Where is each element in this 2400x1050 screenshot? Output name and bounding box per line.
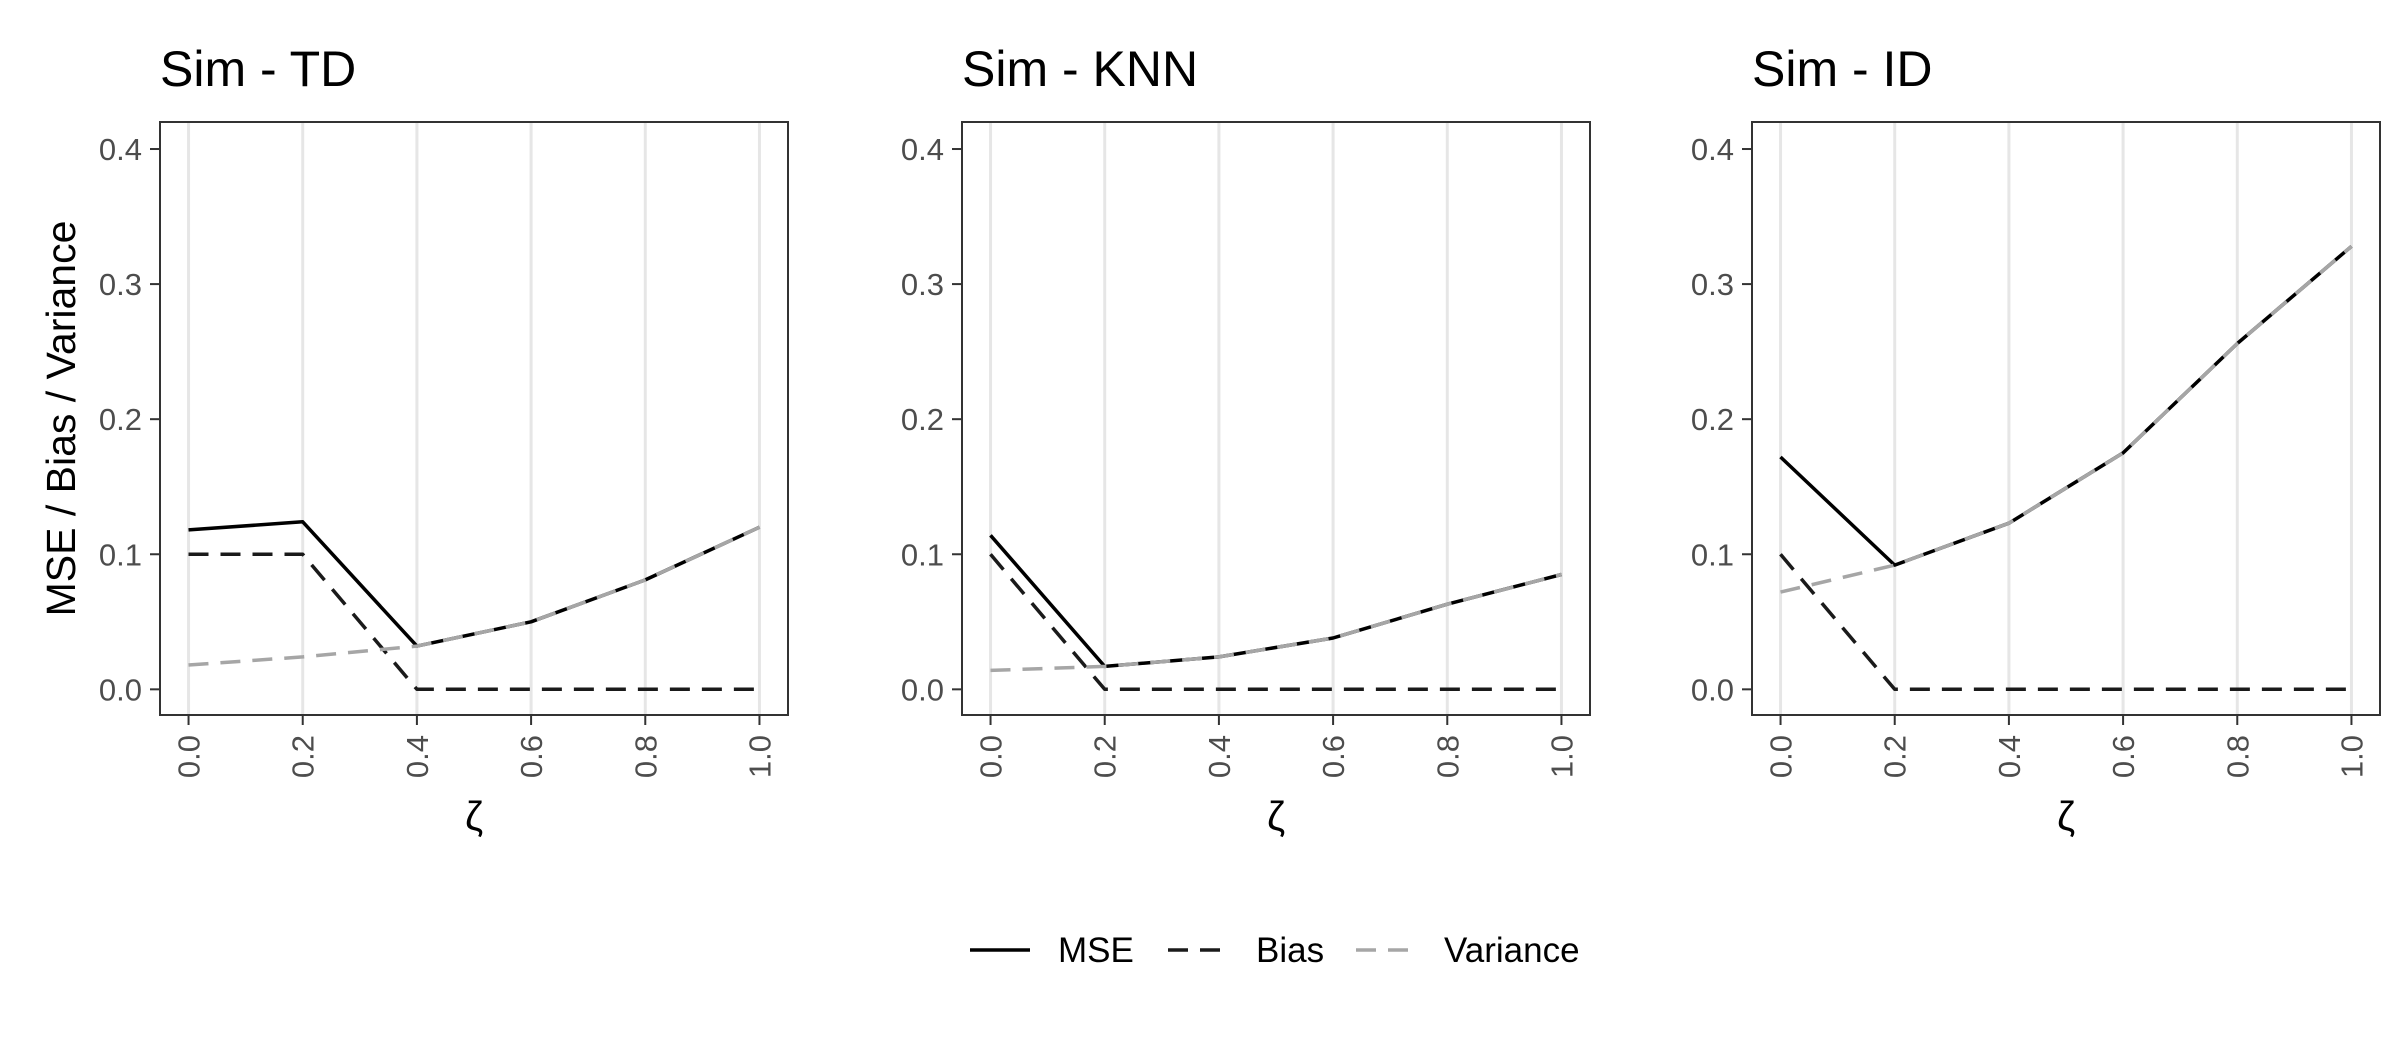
series-line-mse (989, 534, 1562, 669)
legend-label: Variance (1444, 931, 1580, 970)
x-tick-label: 0.0 (1764, 735, 1799, 778)
chart-panels: Sim - TD 0.0 0.1 0.2 0.3 0.4 0.0 0.2 0.4 0.6 0.8 1.… (38, 41, 2381, 839)
x-tick-label: 0.8 (628, 735, 663, 778)
x-tick-label: 0.2 (1088, 735, 1123, 778)
x-tick-label: 0.2 (1878, 735, 1913, 778)
series-line-mse (188, 520, 761, 648)
x-axis-title: ζ (2057, 793, 2075, 839)
x-tick-label: 1.0 (1544, 735, 1579, 778)
legend-item-bias: Bias (1168, 931, 1324, 970)
series-line-variance (990, 572, 1562, 673)
y-tick-label: 0.2 (901, 402, 944, 437)
y-tick-label: 0.4 (99, 132, 142, 167)
panel-title: Sim - ID (1752, 41, 1933, 97)
x-tick-label: 0.4 (1202, 735, 1237, 778)
x-tick-label: 0.4 (400, 735, 435, 778)
x-tick-label: 0.8 (1430, 735, 1465, 778)
series-line-variance (188, 525, 761, 667)
x-tick-label: 0.2 (286, 735, 321, 778)
y-tick-label: 0.1 (901, 537, 944, 572)
x-tick-label: 0.6 (1316, 735, 1351, 778)
panel-title: Sim - KNN (962, 41, 1198, 97)
panel-border (961, 121, 1591, 716)
legend-label: Bias (1256, 931, 1324, 970)
x-tick-label: 0.4 (1992, 735, 2027, 778)
legend-label: MSE (1058, 931, 1134, 970)
y-tick-label: 0.0 (99, 672, 142, 707)
x-axis-title: ζ (465, 793, 483, 839)
panel-border (159, 121, 789, 716)
panel-title: Sim - TD (160, 41, 356, 97)
panel-1: Sim - TD 0.0 0.1 0.2 0.3 0.4 0.0 0.2 0.4 0.6 0.8 1.… (38, 41, 789, 839)
x-tick-label: 0.0 (974, 735, 1009, 778)
x-tick-label: 1.0 (742, 735, 777, 778)
y-tick-label: 0.2 (99, 402, 142, 437)
x-tick-label: 0.6 (2106, 735, 2141, 778)
y-tick-label: 0.1 (1691, 537, 1734, 572)
panel-3: Sim - ID 0.0 0.1 0.2 0.3 0.4 0.0 0.2 0.4 0.6 0.8 1.… (1691, 41, 2381, 839)
y-tick-label: 0.0 (1691, 672, 1734, 707)
series-line-bias (188, 552, 760, 692)
y-tick-label: 0.0 (901, 672, 944, 707)
panel-2: Sim - KNN 0.0 0.1 0.2 0.3 0.4 0.0 0.2 0.4 0.6 0.8 1… (901, 41, 1591, 839)
panel-border (1751, 121, 2381, 716)
legend-item-variance: Variance (1356, 931, 1580, 970)
y-tick-label: 0.4 (901, 132, 944, 167)
y-tick-label: 0.1 (99, 537, 142, 572)
x-tick-label: 0.0 (172, 735, 207, 778)
series-line-variance (1780, 244, 2353, 594)
series-line-bias (1779, 553, 2352, 692)
y-tick-label: 0.3 (99, 267, 142, 302)
series-line-bias (989, 553, 1562, 692)
legend-item-mse: MSE (970, 931, 1134, 970)
y-axis-title: MSE / Bias / Variance (38, 221, 84, 617)
y-tick-label: 0.3 (901, 267, 944, 302)
y-tick-label: 0.3 (1691, 267, 1734, 302)
legend: MSE Bias Variance (970, 931, 1580, 970)
series-line-mse (1779, 244, 2353, 567)
x-axis-title: ζ (1267, 793, 1285, 839)
x-tick-label: 1.0 (2334, 735, 2369, 778)
y-tick-label: 0.2 (1691, 402, 1734, 437)
y-tick-label: 0.4 (1691, 132, 1734, 167)
x-tick-label: 0.8 (2220, 735, 2255, 778)
x-tick-label: 0.6 (514, 735, 549, 778)
